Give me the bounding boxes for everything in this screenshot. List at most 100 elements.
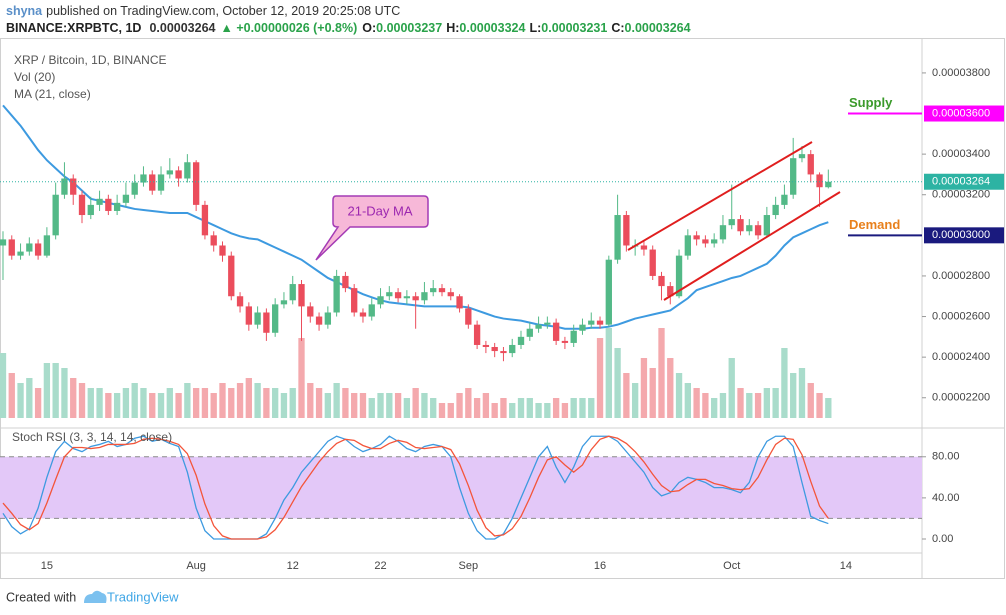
candle-body	[649, 249, 656, 276]
volume-bar	[131, 383, 138, 418]
volume-bar	[263, 388, 270, 418]
candle-body	[34, 243, 42, 256]
volume-bar	[552, 398, 560, 418]
header-line: shyna published on TradingView.com, Octob…	[6, 4, 400, 18]
volume-bar	[517, 398, 525, 418]
volume-bar	[394, 393, 402, 418]
candle-body	[149, 174, 156, 191]
volume-bar	[254, 383, 261, 418]
ohlc-label: C:	[611, 21, 624, 35]
candle-body	[368, 304, 375, 317]
price: 0.00003264	[149, 21, 215, 35]
volume-bar	[324, 393, 332, 418]
candle-body	[684, 235, 691, 256]
volume-legend: Vol (20)	[14, 70, 55, 84]
callout-text: 21-Day MA	[347, 203, 412, 218]
volume-bar	[640, 358, 648, 418]
candle-body	[52, 194, 59, 236]
volume-bar	[596, 338, 604, 418]
volume-bar	[825, 398, 832, 418]
volume-bar	[210, 393, 217, 418]
volume-bar	[781, 348, 788, 418]
x-tick-label: 12	[287, 560, 299, 572]
channel-upper	[627, 141, 813, 251]
volume-bar	[491, 403, 498, 418]
candle-body	[702, 239, 709, 244]
stoch-y-tick-label: 80.00	[932, 451, 960, 463]
candle-body	[711, 239, 718, 244]
x-tick-label: Sep	[459, 560, 479, 572]
candle-body	[798, 154, 806, 159]
ma-legend: MA (21, close)	[14, 87, 91, 101]
candle-body	[26, 243, 33, 252]
volume-bar	[192, 388, 200, 418]
channel-lower	[663, 191, 841, 301]
level-box	[924, 227, 1004, 244]
stoch-legend: Stoch RSI (3, 3, 14, 14, close)	[12, 430, 172, 444]
x-tick-label: 14	[840, 560, 852, 572]
candle-body	[438, 288, 446, 293]
volume-bar	[719, 393, 727, 418]
candle-body	[561, 340, 569, 343]
candle-body	[403, 296, 411, 299]
candle-body	[517, 336, 525, 345]
candle-body	[324, 312, 332, 325]
y-tick-label: 0.00002400	[932, 351, 990, 363]
candle-body	[825, 181, 832, 188]
candle-body	[386, 292, 393, 297]
volume-bar	[34, 388, 42, 418]
volume-bar	[746, 393, 753, 418]
x-tick-label: Oct	[723, 560, 740, 572]
volume-bar	[412, 388, 419, 418]
candle-body	[289, 284, 296, 301]
volume-bar	[166, 388, 173, 418]
volume-bar	[175, 393, 182, 418]
x-tick-label: 15	[41, 560, 53, 572]
volume-bar	[456, 393, 463, 418]
candle-body	[122, 194, 130, 203]
volume-bar	[351, 393, 358, 418]
volume-bar	[17, 383, 24, 418]
volume-bar	[473, 398, 481, 418]
candle-body	[790, 158, 797, 195]
candle-body	[667, 286, 674, 297]
volume-bar	[790, 373, 797, 418]
candle-body	[131, 182, 138, 195]
volume-bar	[359, 393, 367, 418]
volume-bar	[149, 393, 156, 418]
volume-bar	[509, 403, 516, 418]
plot-layer: 0.00002200 0.00002400 0.00002600 0.00002800…	[0, 67, 1004, 572]
candle-body	[526, 328, 533, 337]
candle-body	[754, 225, 762, 236]
ohlc-value: 0.00003231	[541, 21, 607, 35]
volume-bar	[588, 398, 595, 418]
candle-body	[737, 219, 744, 232]
volume-bar	[535, 403, 542, 418]
volume-bar	[307, 383, 314, 418]
candle-body	[245, 306, 252, 325]
volume-bar	[184, 383, 191, 418]
candle-body	[623, 215, 630, 246]
ohlc-value: 0.00003324	[459, 21, 525, 35]
ohlc-label: L:	[529, 21, 541, 35]
volume-bar	[667, 358, 674, 418]
volume-bar	[544, 403, 551, 418]
volume-bar	[26, 378, 33, 418]
volume-bar	[798, 368, 806, 418]
candle-body	[78, 194, 86, 216]
candle-body	[535, 324, 542, 329]
volume-bar	[52, 363, 59, 418]
volume-bar	[113, 393, 121, 418]
candle-body	[96, 198, 103, 205]
volume-bar	[403, 398, 411, 418]
candle-body	[640, 245, 648, 250]
author: shyna	[6, 4, 43, 18]
volume-bar	[157, 393, 165, 418]
candle-body	[0, 239, 7, 246]
stoch-line	[2, 435, 829, 540]
candle-body	[394, 292, 402, 299]
candle-body	[8, 239, 15, 256]
y-tick-label: 0.00003400	[932, 148, 990, 160]
candle-body	[412, 296, 419, 301]
change: ▲ +0.00000026 (+0.8%)	[220, 21, 357, 35]
